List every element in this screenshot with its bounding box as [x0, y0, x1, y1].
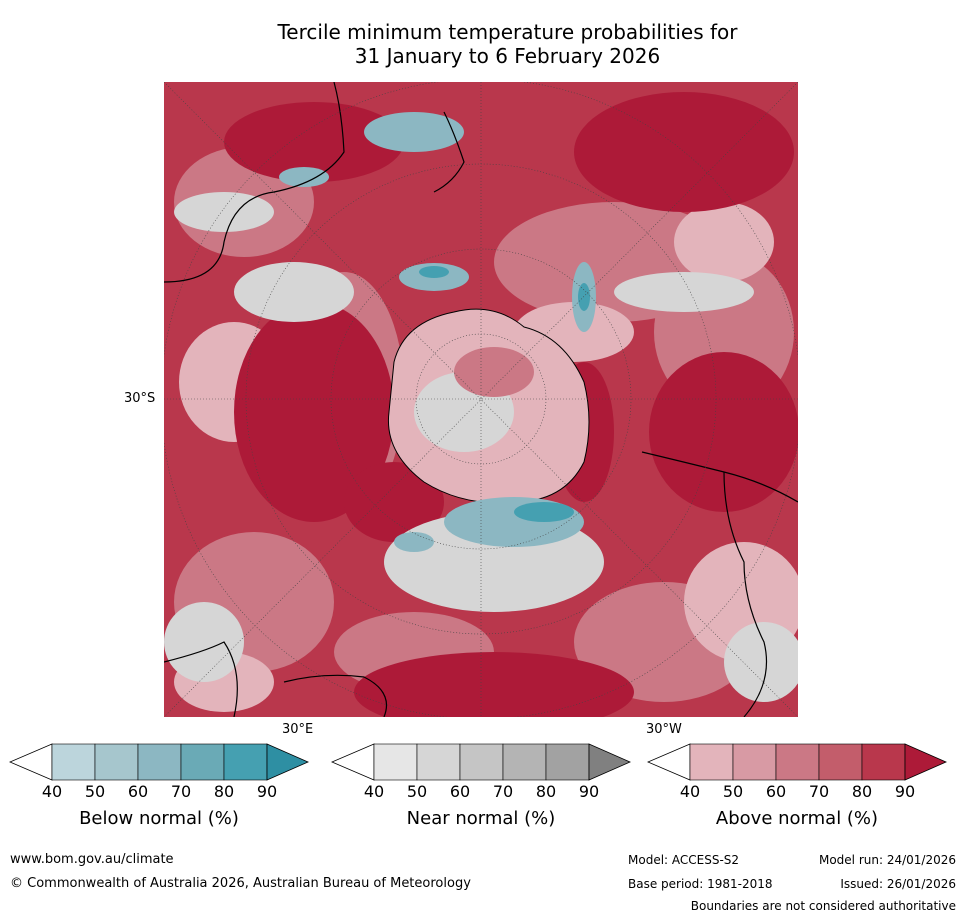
colorbar-upper-extension [266, 743, 309, 781]
colorbar-lower-extension [647, 743, 691, 781]
colorbar-segment [94, 743, 139, 781]
tick: 60 [127, 782, 149, 801]
near-normal-ticks: 40 50 60 70 80 90 [331, 782, 631, 802]
tick: 40 [679, 782, 701, 801]
lat-label-30s: 30°S [124, 391, 156, 406]
lon-label-30w: 30°W [646, 722, 682, 737]
tick: 40 [363, 782, 385, 801]
title-line-2: 31 January to 6 February 2026 [354, 44, 661, 68]
website-text: www.bom.gov.au/climate [10, 852, 174, 867]
model-text: Model: ACCESS-S2 [628, 853, 740, 867]
below-normal-ticks: 40 50 60 70 80 90 [9, 782, 309, 802]
disclaimer-text: Boundaries are not considered authoritat… [690, 899, 956, 913]
above-normal-ticks: 40 50 60 70 80 90 [647, 782, 947, 802]
tick: 60 [765, 782, 787, 801]
near-normal-title: Near normal (%) [406, 808, 556, 829]
below-normal-colorbar [9, 743, 309, 781]
tick: 70 [808, 782, 830, 801]
below-normal-title: Below normal (%) [79, 808, 239, 829]
model-run-text: Model run: 24/01/2026 [818, 853, 956, 867]
tick: 90 [578, 782, 600, 801]
tick: 90 [256, 782, 278, 801]
tick: 80 [851, 782, 873, 801]
colorbar-segment [51, 743, 96, 781]
near-normal-patches [164, 192, 798, 702]
colorbar-segment [861, 743, 906, 781]
colorbar-segment [502, 743, 547, 781]
graticule [164, 82, 798, 717]
antarctica [387, 308, 590, 504]
base-period-text: Base period: 1981-2018 [628, 877, 773, 891]
colorbar-upper-extension [904, 743, 947, 781]
above-normal-strong-patches [224, 92, 798, 717]
colorbar-segment [459, 743, 504, 781]
tick: 70 [170, 782, 192, 801]
coastlines [164, 82, 798, 717]
colorbar-lower-extension [9, 743, 53, 781]
tick: 70 [492, 782, 514, 801]
tick: 60 [449, 782, 471, 801]
lon-label-30e: 30°E [282, 722, 314, 737]
colorbar-segment [818, 743, 863, 781]
above-normal-title: Above normal (%) [715, 808, 879, 829]
colorbar-segment [373, 743, 418, 781]
tick: 50 [84, 782, 106, 801]
tick: 80 [213, 782, 235, 801]
near-normal-colorbar [331, 743, 631, 781]
colorbar-segment [689, 743, 734, 781]
colorbar-segment [732, 743, 777, 781]
tick: 80 [535, 782, 557, 801]
tick: 90 [894, 782, 916, 801]
above-normal-colorbar [647, 743, 947, 781]
colorbar-segment [416, 743, 461, 781]
colorbar-segment [545, 743, 590, 781]
colorbar-segment [137, 743, 182, 781]
copyright-text: © Commonwealth of Australia 2026, Austra… [10, 876, 471, 891]
tick: 50 [722, 782, 744, 801]
title-line-1: Tercile minimum temperature probabilitie… [277, 20, 738, 44]
colorbar-segment [180, 743, 225, 781]
below-normal-strong-patches [419, 266, 590, 522]
map-title: Tercile minimum temperature probabilitie… [165, 20, 850, 68]
colorbar-upper-extension [588, 743, 631, 781]
colorbar-segment [223, 743, 268, 781]
tick: 40 [41, 782, 63, 801]
issued-text: Issued: 26/01/2026 [840, 877, 956, 891]
colorbar-lower-extension [331, 743, 375, 781]
probability-map [164, 82, 798, 717]
colorbar-segment [775, 743, 820, 781]
tick: 50 [406, 782, 428, 801]
